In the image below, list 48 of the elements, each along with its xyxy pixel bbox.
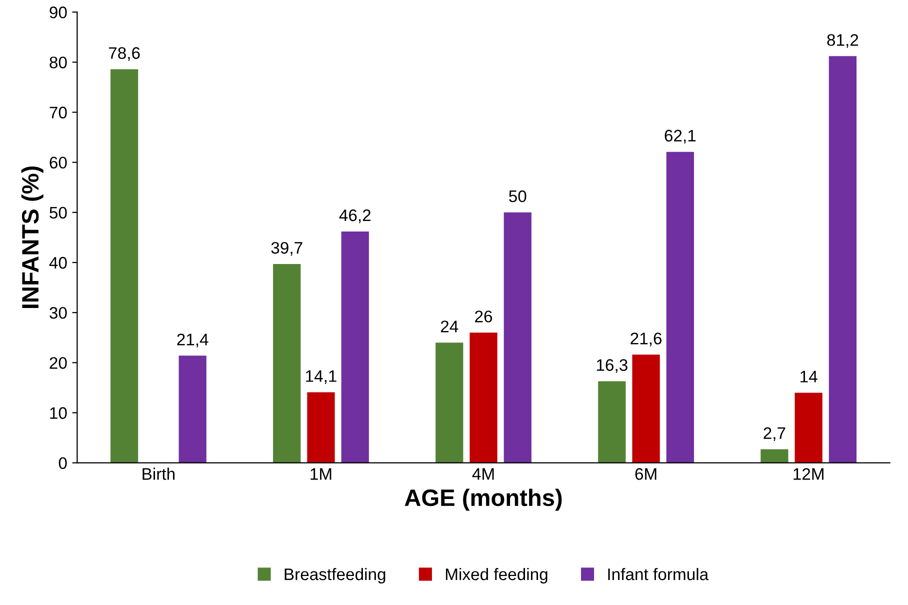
y-tick-label: 70 (50, 106, 67, 118)
data-label: 62,1 (664, 130, 696, 144)
data-label: 14,1 (306, 370, 336, 384)
bar (110, 69, 138, 463)
bar (794, 392, 822, 463)
data-label: 81,2 (827, 34, 858, 48)
x-tick-label: Birth (142, 468, 174, 480)
data-label: 24 (440, 320, 458, 332)
x-tick-label: 1M (310, 468, 332, 480)
legend-label: Breastfeeding (284, 568, 386, 584)
legend-label: Mixed feeding (446, 568, 548, 584)
y-tick-label: 50 (50, 206, 67, 219)
x-tick-label: 6M (635, 468, 656, 480)
y-tick-label: 20 (50, 357, 67, 369)
y-tick-label: 90 (50, 6, 67, 18)
y-tick-label: 60 (50, 156, 67, 169)
bar (504, 212, 532, 463)
bar (178, 356, 206, 463)
x-axis-title: AGE (months) (404, 488, 562, 511)
y-tick-label: 10 (50, 407, 67, 419)
data-label: 50 (509, 190, 526, 202)
bar (760, 449, 788, 463)
x-tick-label: 4M (472, 468, 494, 480)
bar (470, 332, 498, 463)
y-tick-label: 0 (58, 457, 67, 470)
data-label: 2,7 (764, 427, 786, 442)
data-label: 14 (800, 370, 818, 382)
bar (436, 342, 464, 463)
y-tick-label: 80 (50, 56, 67, 68)
data-label: 78,6 (108, 47, 140, 61)
bar (341, 231, 369, 463)
legend-label: Infant formula (608, 568, 709, 580)
bar (598, 381, 626, 463)
bar (666, 152, 694, 463)
data-label: 21,4 (177, 334, 208, 348)
bar (307, 392, 335, 463)
x-tick-label: 12M (794, 468, 824, 480)
y-tick-label: 30 (50, 306, 67, 319)
y-axis-title: INFANTS (%) (21, 166, 44, 308)
bar (828, 56, 857, 463)
bar (273, 264, 301, 463)
y-tick-label: 40 (49, 256, 67, 269)
bar (632, 354, 660, 463)
data-label: 46,2 (339, 209, 370, 224)
data-label: 26 (475, 310, 492, 322)
data-label: 16,3 (596, 359, 628, 373)
data-label: 39,7 (271, 242, 302, 256)
data-label: 21,6 (630, 332, 662, 346)
